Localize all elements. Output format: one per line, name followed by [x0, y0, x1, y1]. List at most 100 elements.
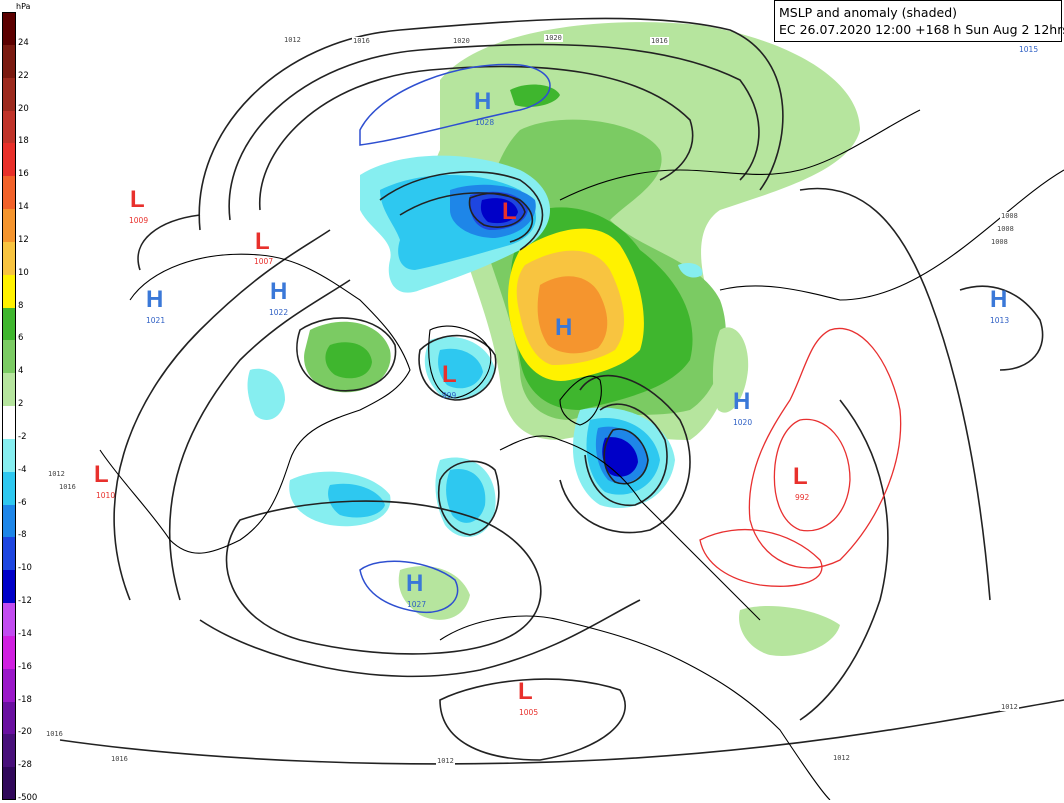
scale-color-bin	[2, 767, 16, 801]
isobar-low	[699, 528, 823, 587]
scale-color-bin	[2, 340, 16, 374]
high-pressure-marker: H	[146, 286, 164, 313]
scale-tick-label: 8	[18, 300, 24, 311]
low-pressure-marker: L	[793, 463, 808, 490]
isobar-high	[359, 63, 551, 146]
positive-anomaly-area	[739, 605, 840, 656]
isobar-label: 1012	[47, 470, 66, 478]
isobar	[603, 428, 649, 485]
scale-tick-label: -4	[18, 464, 27, 475]
isobar-label: 1016	[45, 730, 64, 738]
negative-anomaly-area	[438, 348, 483, 389]
isobar-label: 1016	[58, 483, 77, 491]
scale-color-bin	[2, 110, 16, 144]
isobar	[418, 334, 497, 401]
coastline-arctic	[559, 109, 921, 201]
low-pressure-marker: L	[518, 678, 533, 705]
isobar-high	[359, 560, 459, 614]
scale-color-bin	[2, 307, 16, 341]
scale-tick-label: -500	[18, 793, 38, 803]
scale-tick-label: 24	[18, 37, 29, 48]
scale-color-bin	[2, 176, 16, 210]
scale-tick-label: 18	[18, 136, 29, 147]
coastline-asia	[719, 169, 1064, 301]
isobar	[296, 317, 397, 392]
scale-tick-label: -2	[18, 431, 27, 442]
scale-color-bin	[2, 570, 16, 604]
high-pressure-marker: H	[555, 314, 573, 341]
isobar	[259, 65, 694, 211]
isobar	[439, 678, 626, 761]
scale-color-bin	[2, 274, 16, 308]
isobar-label: 1016	[352, 37, 371, 45]
scale-color-bin	[2, 504, 16, 538]
scale-border	[2, 12, 16, 800]
scale-color-bin	[2, 209, 16, 243]
coastline-africa	[439, 615, 831, 800]
negative-anomaly-area	[247, 368, 285, 420]
scale-color-bin	[2, 143, 16, 177]
high-pressure-marker: H	[270, 278, 288, 305]
scale-tick-label: -16	[18, 661, 32, 672]
isobar	[959, 285, 1044, 371]
isobar	[168, 279, 351, 601]
coastline-europe	[499, 435, 761, 621]
high-pressure-marker: H	[406, 570, 424, 597]
isobar-label: 1012	[832, 754, 851, 762]
scale-color-bin	[2, 603, 16, 637]
scale-color-bin	[2, 537, 16, 571]
scale-color-bin	[2, 44, 16, 79]
low-pressure-marker: L	[130, 186, 145, 213]
positive-anomaly-area	[325, 342, 372, 379]
scale-color-bin	[2, 373, 16, 407]
isobar	[113, 229, 331, 601]
scale-tick-label: -8	[18, 530, 27, 541]
scale-color-bin	[2, 701, 16, 735]
low-pressure-value: 1005	[519, 708, 539, 717]
positive-anomaly-area	[537, 276, 608, 354]
scale-tick-label: 10	[18, 267, 29, 278]
low-pressure-value: 1009	[129, 216, 149, 225]
scale-color-bin	[2, 635, 16, 670]
scale-unit: hPa	[16, 2, 31, 11]
negative-anomaly-area	[678, 263, 703, 278]
isobar	[199, 599, 641, 678]
coastline-north-america	[99, 253, 411, 554]
isobar-low	[773, 418, 851, 532]
scale-tick-label: 22	[18, 70, 29, 81]
scale-tick-label: 16	[18, 169, 29, 180]
scale-tick-label: 4	[18, 366, 24, 377]
negative-anomaly-area	[446, 468, 486, 523]
scale-tick-label: 14	[18, 202, 29, 212]
scale-color-bin	[2, 241, 16, 276]
high-pressure-value: 1027	[407, 600, 427, 609]
scale-color-bin	[2, 668, 16, 702]
low-pressure-value: 992	[795, 493, 810, 502]
isobar-label: 1012	[436, 757, 455, 765]
negative-anomaly-area	[602, 437, 638, 477]
high-pressure-value: 1015	[1019, 45, 1039, 54]
isobar	[379, 171, 544, 251]
low-contours	[699, 327, 902, 587]
coastlines	[99, 109, 1064, 800]
title-line-1: MSLP and anomaly (shaded)	[779, 5, 958, 20]
high-pressure-value: 1022	[269, 308, 289, 317]
isobar	[137, 214, 201, 271]
isobar	[225, 500, 542, 655]
scale-tick-label: -6	[18, 497, 27, 508]
positive-anomaly-area	[712, 327, 749, 413]
scale-tick-label: -20	[18, 727, 32, 738]
title-line-2: EC 26.07.2020 12:00 +168 h Sun Aug 2 12h…	[779, 22, 1064, 37]
low-pressure-value: 1007	[254, 257, 274, 266]
scale-color-bin	[2, 734, 16, 768]
low-pressure-marker: L	[255, 228, 270, 255]
isobar	[559, 374, 691, 534]
scale-tick-label: -10	[18, 563, 32, 574]
scale-tick-label: 6	[18, 333, 24, 344]
isobar-label: 1020	[452, 37, 471, 45]
isobar-label: 1012	[283, 36, 302, 44]
scale-tick-label: 2	[18, 399, 24, 409]
high-pressure-value: 1013	[990, 316, 1010, 325]
coastline-greenland	[428, 325, 492, 399]
